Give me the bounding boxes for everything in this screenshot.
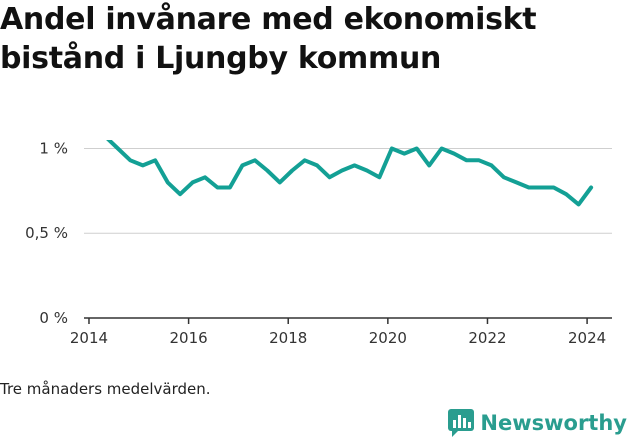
footnote: Tre månaders medelvärden. [0, 380, 211, 398]
x-tick-label: 2018 [269, 329, 307, 347]
x-tick-label: 2024 [568, 329, 606, 347]
y-tick-label: 0 % [39, 309, 68, 327]
x-tick-label: 2022 [468, 329, 506, 347]
chart-title: Andel invånare med ekonomiskt bistånd i … [0, 2, 537, 76]
x-axis [84, 317, 612, 324]
series-layer [106, 140, 594, 207]
y-tick-label: 1 % [39, 140, 68, 157]
x-tick-label: 2016 [170, 329, 208, 347]
y-tick-label: 0,5 % [25, 224, 68, 242]
x-tick-label: 2020 [369, 329, 407, 347]
series-line [106, 140, 594, 207]
x-tick-label: 2014 [70, 329, 108, 347]
brand-name: Newsworthy [480, 411, 627, 435]
line-chart: 0 % 0,5 % 1 % 2014 2016 2018 2020 2022 2024 [25, 140, 612, 347]
y-axis-tick-labels: 0 % 0,5 % 1 % [25, 140, 68, 327]
gridlines [84, 147, 612, 234]
bar-chart-icon [448, 409, 475, 437]
brand-logo[interactable]: Newsworthy [448, 408, 627, 438]
x-axis-tick-labels: 2014 2016 2018 2020 2022 2024 [70, 329, 606, 347]
